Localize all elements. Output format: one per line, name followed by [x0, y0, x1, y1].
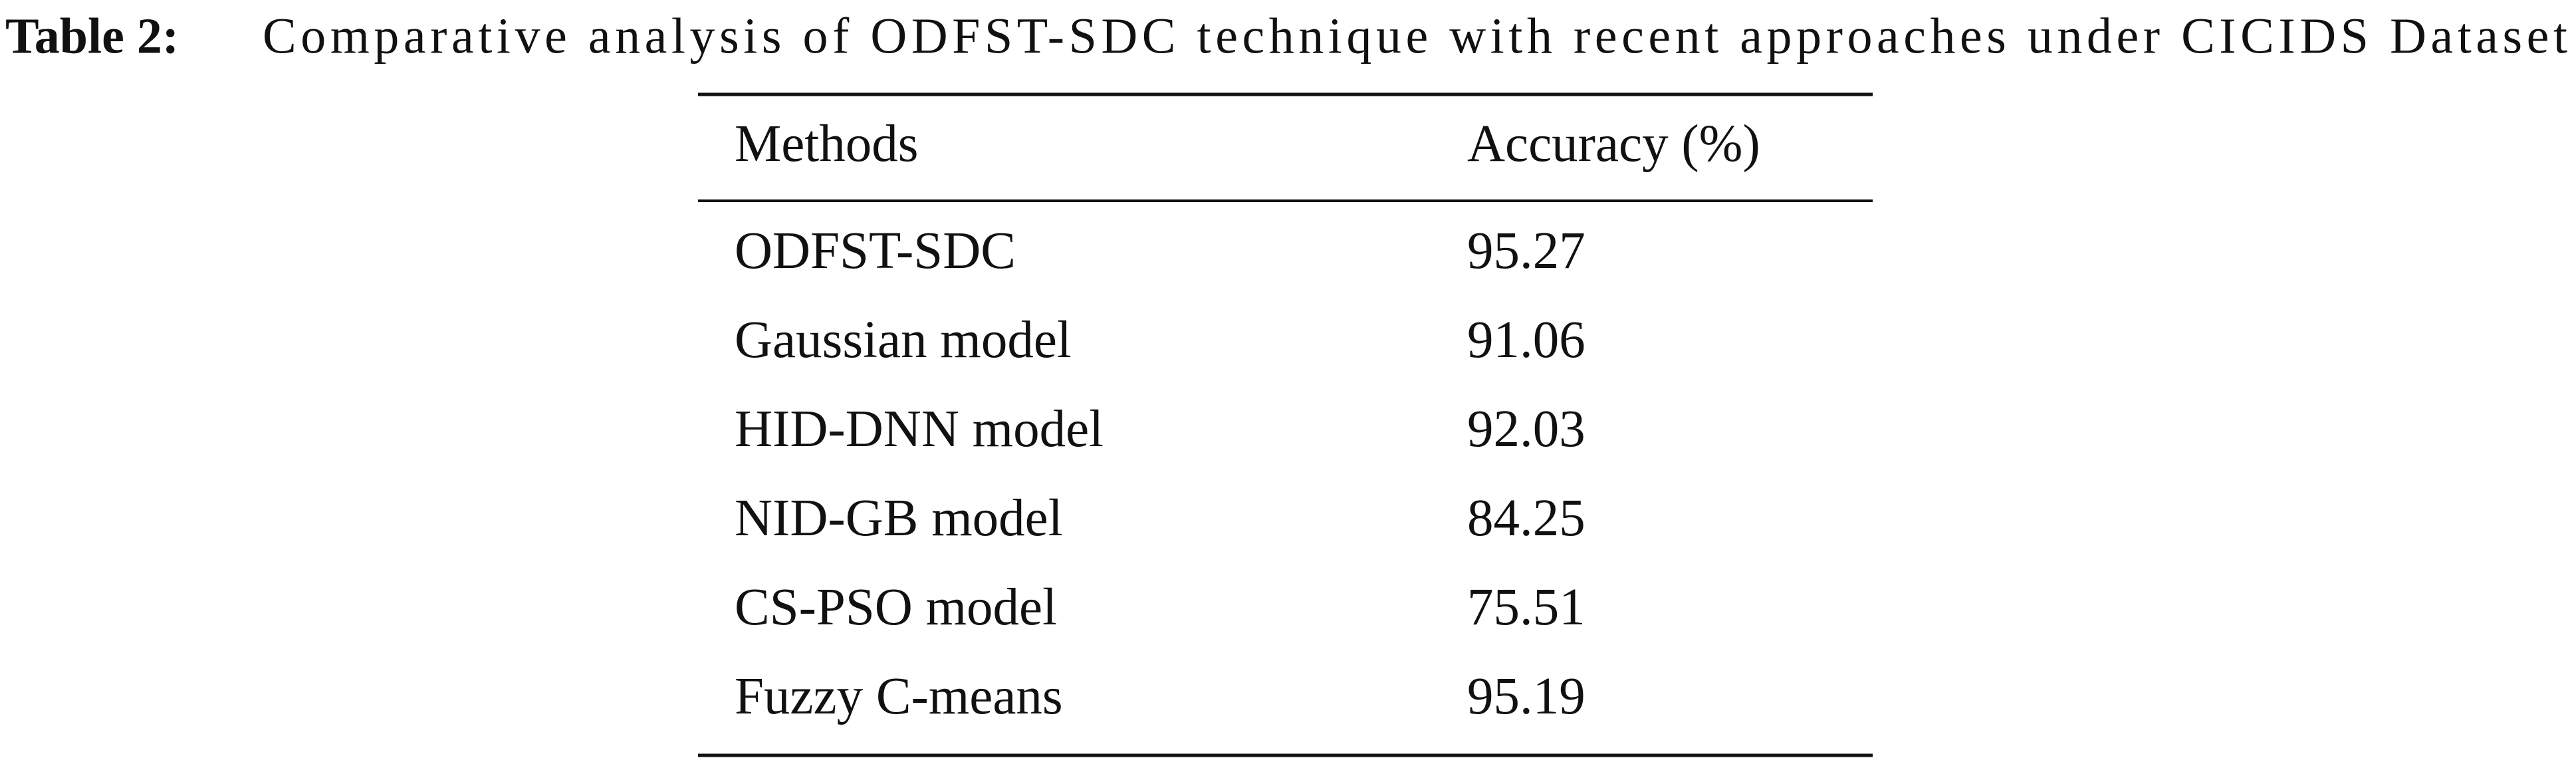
method-cell: Fuzzy C-means	[735, 668, 1063, 725]
header-cell: Methods	[735, 115, 919, 173]
caption-label: Table 2:	[5, 8, 179, 64]
accuracy-cell: 95.19	[1467, 668, 1585, 725]
accuracy-cell: 75.51	[1467, 578, 1585, 636]
accuracy-cell: 84.25	[1467, 489, 1585, 547]
method-cell: ODFST-SDC	[735, 222, 1016, 280]
method-cell: CS-PSO model	[735, 578, 1057, 636]
method-cell: NID-GB model	[735, 489, 1063, 547]
method-cell: Gaussian model	[735, 311, 1072, 369]
accuracy-cell: 95.27	[1467, 222, 1585, 280]
header-cell: Accuracy (%)	[1467, 115, 1760, 173]
method-cell: HID-DNN model	[735, 400, 1104, 458]
accuracy-cell: 91.06	[1467, 311, 1585, 369]
caption-text: Comparative analysis of ODFST-SDC techni…	[263, 8, 2567, 64]
accuracy-cell: 92.03	[1467, 400, 1585, 458]
